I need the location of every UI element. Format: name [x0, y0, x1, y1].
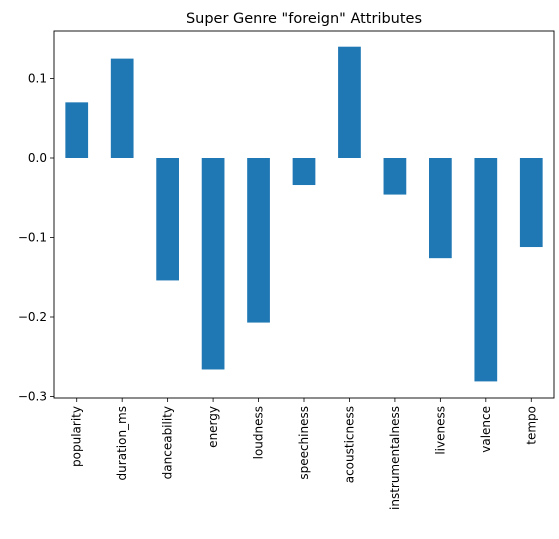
bar-tempo [519, 158, 543, 248]
y-tick-label: 0.0 [28, 151, 47, 165]
x-tick-label: instrumentalness [388, 406, 402, 510]
plot-frame [53, 30, 555, 399]
x-tick-label: speechiness [297, 406, 311, 480]
bars-group [65, 46, 543, 382]
y-tick-label: −0.1 [18, 231, 47, 245]
x-axis-ticks: popularity duration_ms danceability energy l… [70, 398, 538, 510]
x-tick-label: tempo [524, 406, 538, 445]
y-axis-ticks: 0.1 0.0 −0.1 −0.2 −0.3 [18, 72, 54, 404]
y-tick-label: −0.3 [18, 390, 47, 404]
bar-liveness [429, 158, 452, 259]
bar-loudness [247, 158, 270, 323]
x-tick-label: liveness [433, 406, 447, 455]
x-tick-label: energy [206, 406, 220, 448]
bar-energy [201, 158, 225, 370]
bar-valence [474, 158, 498, 382]
x-tick-label: duration_ms [115, 406, 129, 480]
x-tick-label: popularity [70, 406, 84, 467]
bar-speechiness [292, 158, 316, 186]
bar-duration_ms [110, 58, 134, 158]
x-tick-label: danceability [161, 406, 175, 479]
bar-popularity [65, 102, 89, 158]
bar-instrumentalness [383, 158, 407, 195]
x-tick-label: acousticness [342, 406, 356, 483]
chart-title: Super Genre "foreign" Attributes [186, 11, 422, 27]
y-tick-label: 0.1 [28, 72, 47, 86]
x-tick-label: loudness [252, 406, 266, 459]
bar-acousticness [338, 46, 361, 159]
y-tick-label: −0.2 [18, 310, 47, 324]
bar-danceability [156, 158, 179, 281]
x-tick-label: valence [479, 406, 493, 453]
